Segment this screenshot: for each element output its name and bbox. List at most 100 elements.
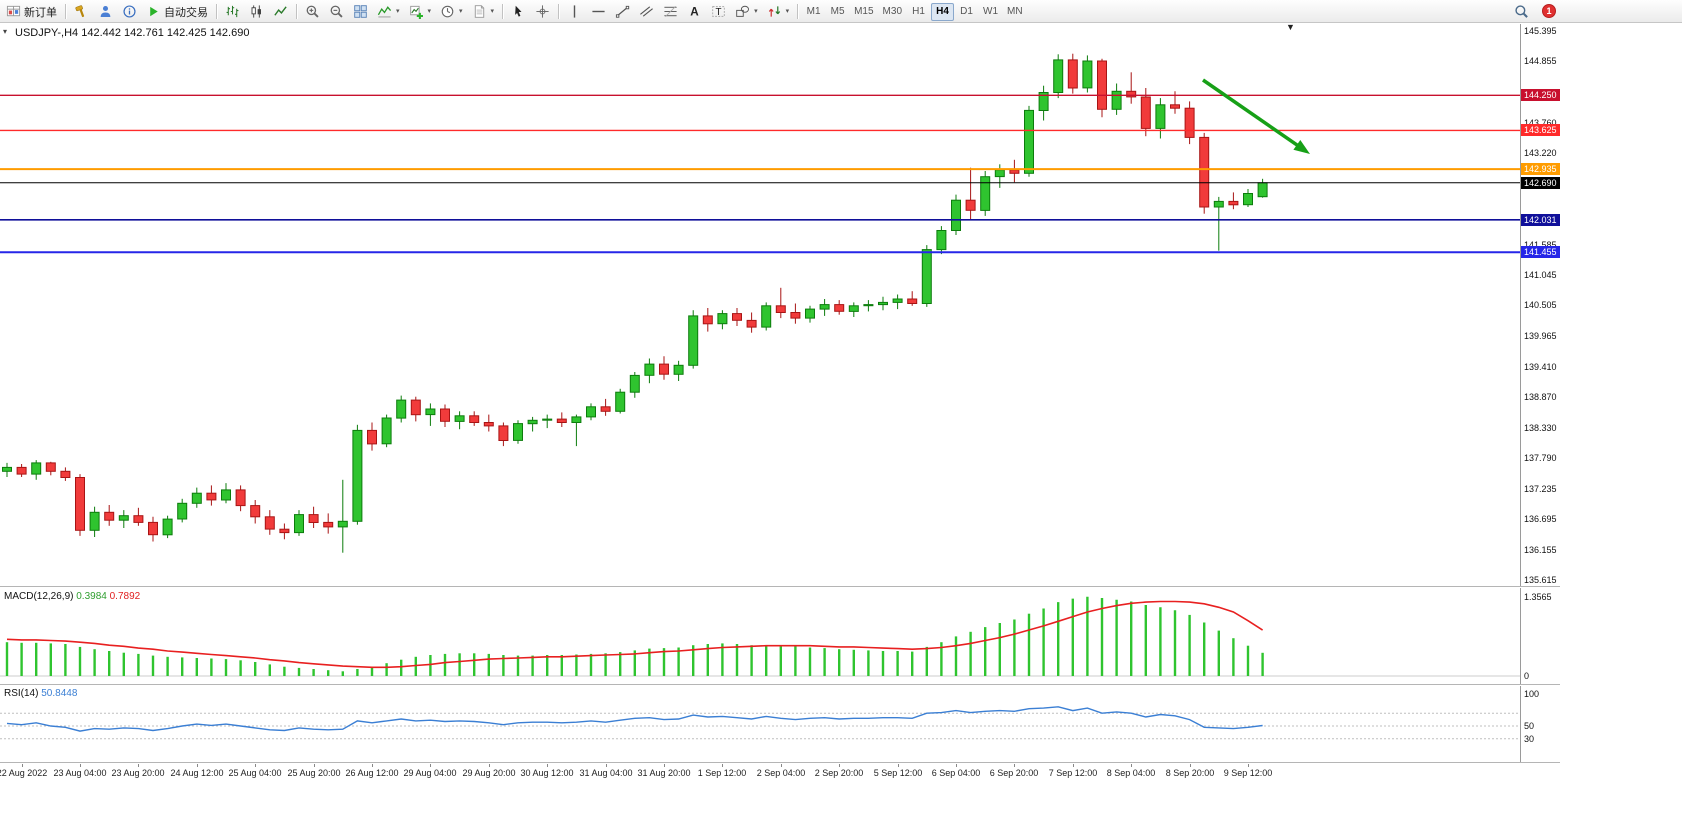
search-icon	[1515, 4, 1528, 18]
time-axis-label: 7 Sep 12:00	[1048, 768, 1098, 778]
crosshair-button[interactable]	[531, 2, 554, 22]
indicators-button[interactable]: ▾	[373, 2, 404, 22]
price-axis-label: 141.045	[1524, 270, 1557, 280]
macd-axis-label: 0	[1524, 671, 1530, 681]
time-axis-label: 23 Aug 04:00	[53, 768, 107, 778]
periods-button[interactable]: ▾	[436, 2, 467, 22]
price-chart-svg[interactable]	[0, 24, 1520, 586]
timeframe-m30-button[interactable]: M30	[882, 5, 902, 17]
rsi-name: RSI(14)	[4, 688, 39, 699]
axis-border	[1520, 24, 1521, 762]
zoom-in-button[interactable]	[301, 2, 324, 22]
panel-separator[interactable]	[0, 684, 1560, 686]
timeframe-m15-button[interactable]: M15	[854, 5, 874, 17]
price-level-badge: 142.031	[1521, 214, 1560, 226]
collapse-arrow-icon[interactable]: ▾	[3, 27, 8, 36]
fibonacci-button[interactable]	[659, 2, 682, 22]
timeframe-m5-button[interactable]: M5	[830, 5, 845, 17]
price-axis-label: 138.330	[1524, 423, 1557, 433]
macd-axis-label: 1.3565	[1524, 592, 1552, 602]
zoomin-icon	[306, 5, 319, 18]
zoomout-icon	[330, 5, 343, 18]
rsi-axis-label: 100	[1524, 689, 1540, 699]
horizontal-line-button[interactable]	[587, 2, 610, 22]
play-icon	[150, 6, 158, 17]
equidistant-channel-button[interactable]	[635, 2, 658, 22]
toolbar: 新订单 自动交易 ▾ ▾ ▾ ▾ A T ▾ ▾ M1 M5 M15 M30 H1 H4 D1 W1 MN 1	[0, 0, 1682, 23]
templates-button[interactable]: ▾	[468, 2, 499, 22]
chevron-down-icon: ▾	[754, 8, 758, 15]
time-axis-label: 2 Sep 20:00	[814, 768, 864, 778]
tile-windows-button[interactable]	[349, 2, 372, 22]
cursor-button[interactable]	[507, 2, 530, 22]
toolbar-separator	[216, 4, 217, 19]
panel-separator[interactable]	[0, 762, 1560, 764]
vertical-line-button[interactable]	[563, 2, 586, 22]
macd-label: MACD(12,26,9) 0.3984 0.7892	[4, 591, 140, 602]
line-chart-button[interactable]	[269, 2, 292, 22]
price-axis-label: 143.760	[1524, 118, 1557, 128]
time-axis-label: 8 Sep 04:00	[1106, 768, 1156, 778]
search-button[interactable]	[1510, 1, 1533, 21]
timeframe-d1-button[interactable]: D1	[960, 5, 973, 17]
tline-icon	[616, 5, 630, 18]
macd-value: 0.3984	[76, 591, 107, 602]
chevron-down-icon: ▾	[490, 8, 495, 15]
help-button[interactable]	[118, 2, 141, 22]
info-icon	[123, 5, 136, 18]
person-icon	[100, 5, 111, 17]
time-axis-label: 24 Aug 12:00	[170, 768, 224, 778]
rsi-svg[interactable]	[0, 686, 1520, 762]
accounts-button[interactable]	[94, 2, 117, 22]
svg-text:T: T	[716, 7, 722, 18]
algo-trading-button[interactable]: 自动交易	[142, 2, 212, 22]
arrows-button[interactable]: ▾	[763, 2, 794, 22]
candle-chart-button[interactable]	[245, 2, 268, 22]
time-axis-label: 26 Aug 12:00	[345, 768, 399, 778]
linechart-icon	[274, 6, 287, 16]
bar-chart-button[interactable]	[221, 2, 244, 22]
price-level-badge: 143.625	[1521, 124, 1560, 136]
time-axis-label: 1 Sep 12:00	[697, 768, 747, 778]
time-axis-label: 9 Sep 12:00	[1223, 768, 1273, 778]
toolbar-separator	[502, 4, 504, 19]
timeframe-h4-button[interactable]: H4	[931, 2, 954, 21]
price-level-badge: 144.250	[1521, 89, 1560, 101]
vline-icon	[573, 5, 576, 18]
chevron-down-icon: ▾	[785, 8, 790, 15]
text-label-button[interactable]: T	[707, 2, 730, 22]
macd-svg[interactable]	[0, 589, 1520, 684]
hammer-icon	[75, 5, 85, 18]
macd-name: MACD(12,26,9)	[4, 591, 74, 602]
toolbar-buttons: 新订单 自动交易 ▾ ▾ ▾ ▾ A T ▾ ▾ M1 M5 M15 M30 H1 H4 D1 W1 MN	[2, 1, 1027, 22]
fibo-icon	[664, 6, 677, 17]
shapes-icon	[736, 5, 750, 17]
price-axis-label: 136.155	[1524, 545, 1557, 555]
panel-separator[interactable]	[0, 586, 1560, 588]
shapes-button[interactable]: ▾	[731, 2, 762, 22]
bars-icon	[226, 5, 239, 18]
price-level-badge: 141.455	[1521, 246, 1560, 258]
chevron-down-icon: ▾	[396, 8, 400, 15]
metaeditor-button[interactable]	[70, 2, 93, 22]
time-axis-label: 29 Aug 04:00	[403, 768, 457, 778]
textA-icon: A	[690, 5, 699, 18]
timeframe-w1-button[interactable]: W1	[983, 5, 998, 17]
rsi-axis-label: 30	[1524, 734, 1535, 744]
chevron-down-icon: ▾	[459, 8, 463, 15]
channel-icon	[640, 6, 654, 17]
timeframe-mn-button[interactable]: MN	[1007, 5, 1023, 17]
new-chart-button[interactable]: ▾	[405, 2, 436, 22]
trendline-button[interactable]	[611, 2, 634, 22]
chart-shift-marker-icon[interactable]: ▼	[1286, 22, 1295, 32]
toolbar-separator	[558, 4, 560, 19]
new-order-button[interactable]: 新订单	[2, 2, 61, 22]
zoom-out-button[interactable]	[325, 2, 348, 22]
price-axis-label: 137.790	[1524, 453, 1557, 463]
timeframe-m1-button[interactable]: M1	[806, 5, 821, 17]
timeframe-h1-button[interactable]: H1	[912, 5, 925, 17]
price-axis-label: 136.695	[1524, 514, 1557, 524]
text-button[interactable]: A	[683, 2, 706, 22]
notification-badge[interactable]: 1	[1542, 4, 1556, 18]
price-axis-label: 135.615	[1524, 575, 1557, 585]
